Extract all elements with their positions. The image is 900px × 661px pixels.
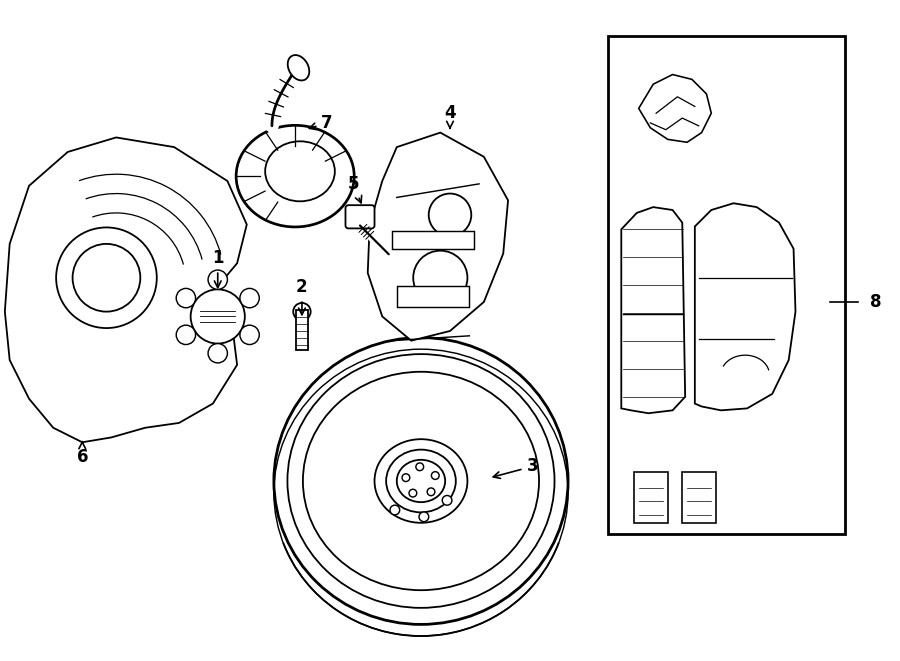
Circle shape: [416, 463, 424, 471]
Ellipse shape: [236, 126, 355, 227]
Text: 1: 1: [212, 249, 223, 288]
Ellipse shape: [397, 460, 446, 502]
Text: 4: 4: [445, 104, 455, 128]
Polygon shape: [621, 207, 685, 413]
Circle shape: [428, 488, 435, 496]
Circle shape: [176, 325, 195, 344]
Circle shape: [240, 288, 259, 308]
Bar: [682, 472, 716, 523]
Bar: [608, 36, 845, 534]
Bar: [634, 472, 668, 523]
Circle shape: [191, 290, 245, 344]
Polygon shape: [639, 75, 711, 142]
FancyBboxPatch shape: [346, 205, 374, 229]
Circle shape: [413, 251, 467, 305]
Text: 5: 5: [347, 175, 362, 203]
Circle shape: [390, 505, 400, 515]
Bar: [397, 286, 470, 307]
Circle shape: [208, 344, 228, 363]
Polygon shape: [695, 203, 796, 410]
Circle shape: [208, 270, 228, 290]
Ellipse shape: [274, 338, 568, 625]
Bar: [295, 310, 308, 350]
Circle shape: [409, 489, 417, 497]
Circle shape: [240, 325, 259, 344]
Circle shape: [442, 496, 452, 505]
Circle shape: [402, 474, 410, 481]
Ellipse shape: [303, 371, 539, 590]
Circle shape: [176, 288, 195, 308]
Polygon shape: [4, 137, 247, 442]
Text: 8: 8: [870, 293, 882, 311]
Circle shape: [431, 472, 439, 479]
Text: 3: 3: [493, 457, 538, 479]
Text: 6: 6: [76, 442, 88, 466]
Ellipse shape: [386, 449, 455, 512]
Text: 7: 7: [310, 114, 333, 132]
Polygon shape: [368, 133, 508, 340]
Circle shape: [419, 512, 428, 522]
Text: 2: 2: [296, 278, 308, 315]
Circle shape: [293, 303, 310, 321]
Bar: [392, 231, 474, 249]
Ellipse shape: [288, 55, 310, 81]
Ellipse shape: [374, 439, 467, 523]
Ellipse shape: [266, 141, 335, 202]
Circle shape: [428, 194, 472, 236]
Ellipse shape: [287, 354, 554, 608]
